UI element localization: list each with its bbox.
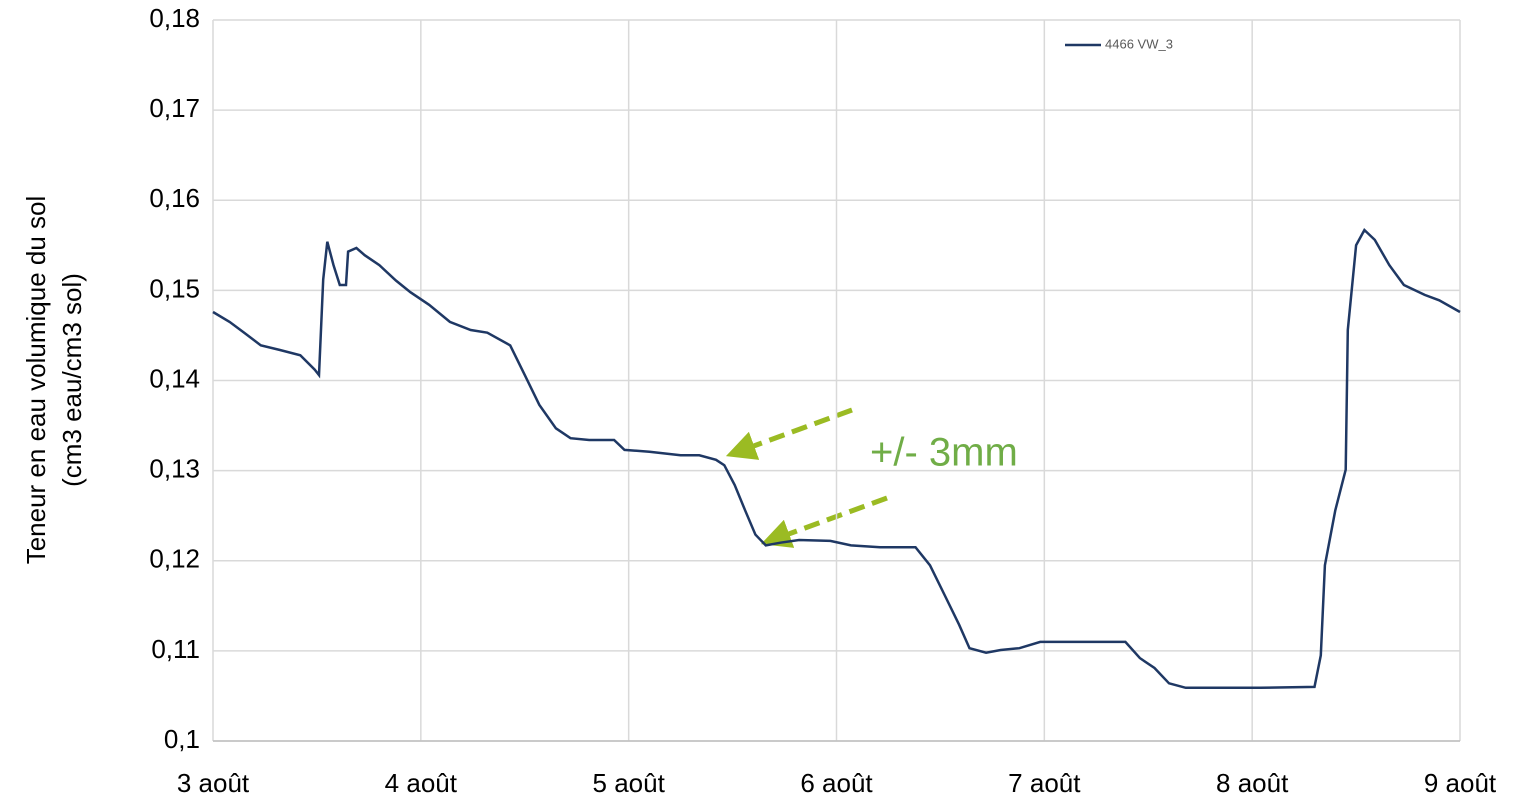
- x-tick-label: 3 août: [177, 768, 250, 798]
- y-tick-label: 0,14: [149, 363, 200, 393]
- x-tick-label: 6 août: [800, 768, 873, 798]
- x-tick-label: 4 août: [385, 768, 458, 798]
- y-tick-label: 0,17: [149, 93, 200, 123]
- y-label-group: Teneur en eau volumique du sol (cm3 eau/…: [21, 196, 87, 565]
- series-line: [212, 227, 1461, 690]
- y-tick-label: 0,1: [164, 724, 200, 754]
- annotation: +/- 3mm: [870, 431, 1018, 475]
- arrow: [725, 407, 853, 460]
- y-axis-label: (cm3 eau/cm3 sol): [57, 273, 87, 487]
- arrow: [760, 495, 888, 548]
- x-tick-label: 8 août: [1216, 768, 1289, 798]
- y-tick-label: 0,13: [149, 454, 200, 484]
- x-tick-label: 5 août: [593, 768, 666, 798]
- x-tick-label: 7 août: [1008, 768, 1081, 798]
- y-tick-label: 0,11: [151, 634, 200, 664]
- legend-label: 4466 VW_3: [1105, 36, 1173, 51]
- y-tick-label: 0,16: [149, 183, 200, 213]
- y-tick-label: 0,12: [149, 544, 200, 574]
- y-tick-label: 0,15: [149, 273, 200, 303]
- x-tick-label: 9 août: [1424, 768, 1497, 798]
- y-axis-label: Teneur en eau volumique du sol: [21, 196, 51, 565]
- y-tick-label: 0,18: [149, 3, 200, 33]
